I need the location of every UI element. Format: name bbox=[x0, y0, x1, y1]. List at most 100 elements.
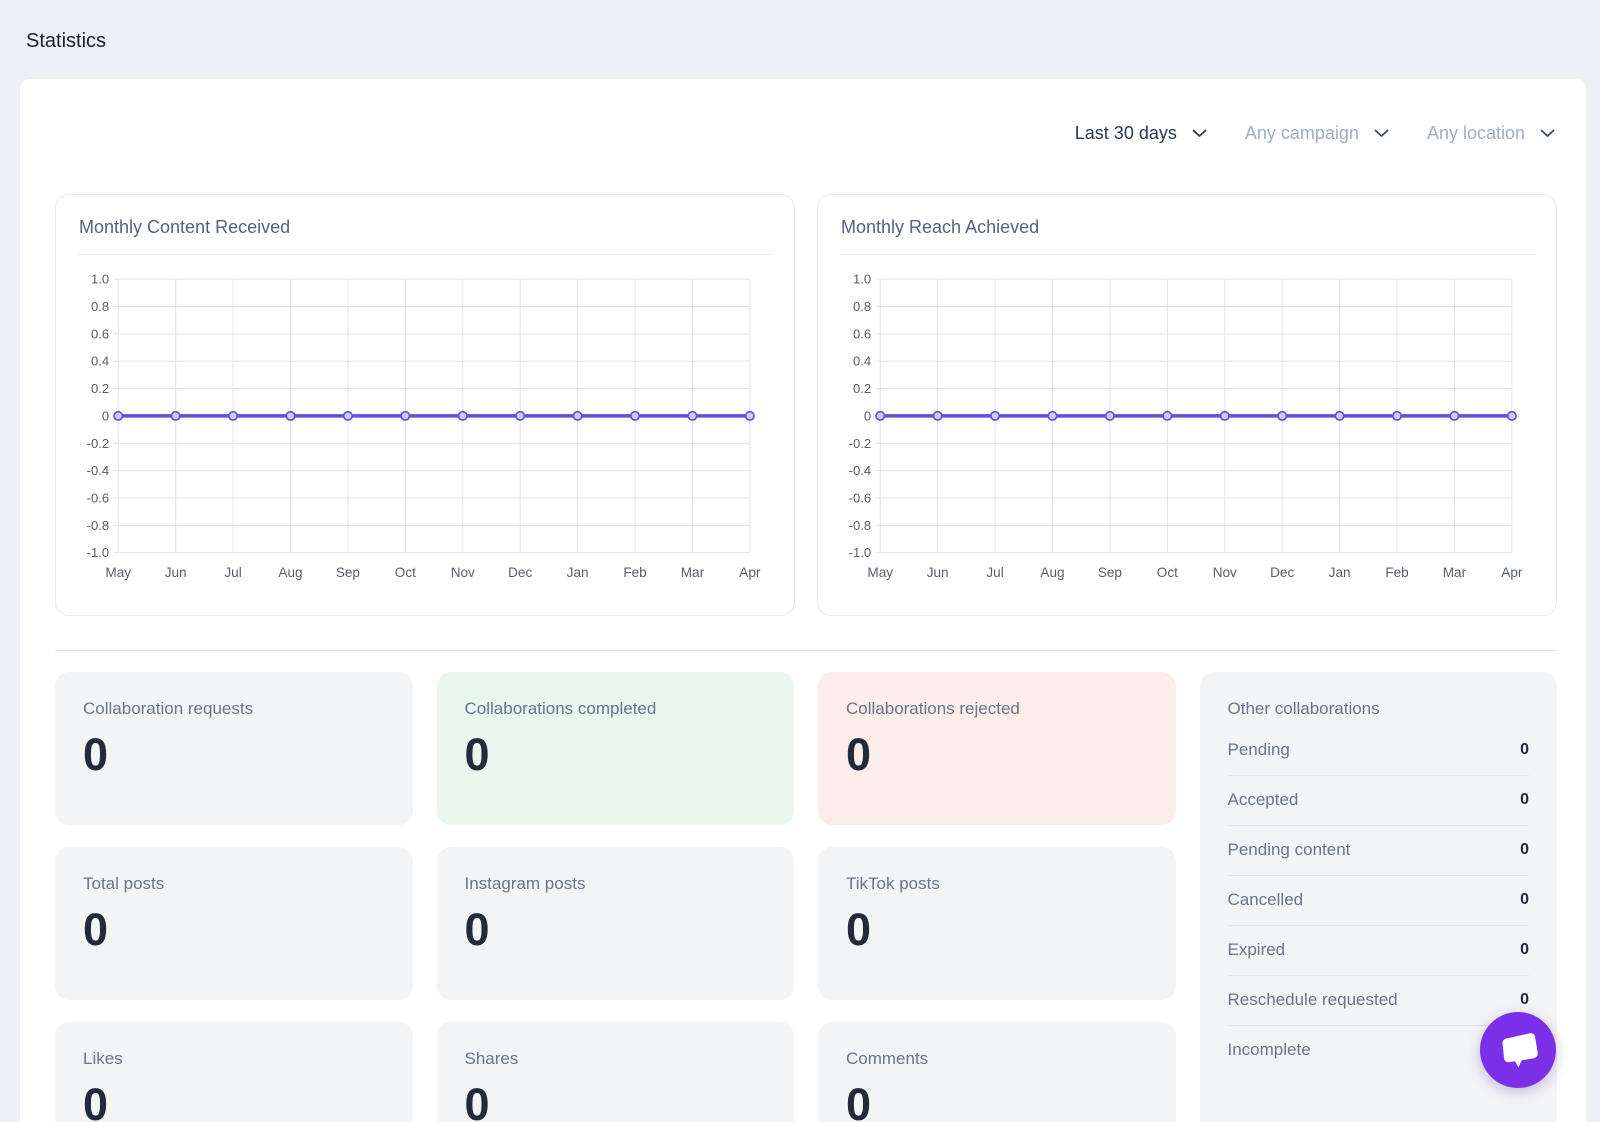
panel-row: Reschedule requested 0 bbox=[1227, 976, 1529, 1026]
stat-label: Instagram posts bbox=[464, 874, 586, 893]
svg-text:Feb: Feb bbox=[623, 565, 646, 580]
svg-text:Jun: Jun bbox=[927, 565, 949, 580]
svg-text:Nov: Nov bbox=[1213, 565, 1237, 580]
chat-bubble-icon bbox=[1497, 1030, 1539, 1070]
stat-label: Collaborations rejected bbox=[846, 699, 1020, 718]
chart-svg: 1.0 0.8 0.6 0.4 0.2 0 -0.2 -0.4 -0.6 -0.8 -1.0 May J… bbox=[849, 272, 1523, 580]
location-filter-dropdown[interactable]: Any location bbox=[1427, 123, 1555, 144]
svg-text:0: 0 bbox=[102, 408, 109, 423]
charts-row: Monthly Content Received 1.0 0.8 0.6 0.4 0.2… bbox=[55, 194, 1557, 616]
stat-card: Likes 0 bbox=[55, 1022, 413, 1122]
chat-button[interactable] bbox=[1480, 1012, 1556, 1088]
svg-text:Nov: Nov bbox=[451, 565, 475, 580]
panel-row: Pending 0 bbox=[1227, 726, 1529, 776]
svg-text:Jul: Jul bbox=[224, 565, 241, 580]
svg-text:-0.6: -0.6 bbox=[849, 490, 872, 505]
svg-text:Dec: Dec bbox=[1270, 565, 1294, 580]
stat-label: Collaborations completed bbox=[464, 699, 657, 718]
stat-card: Total posts 0 bbox=[55, 847, 413, 1000]
section-divider bbox=[55, 650, 1557, 651]
stat-card: Instagram posts 0 bbox=[436, 847, 794, 1000]
stat-card: Collaborations rejected 0 bbox=[818, 672, 1176, 825]
stat-value: 0 bbox=[83, 1079, 109, 1122]
panel-row-label: Incomplete bbox=[1227, 1040, 1311, 1059]
stat-value: 0 bbox=[83, 729, 109, 780]
svg-text:Sep: Sep bbox=[1098, 565, 1122, 580]
panel-row-value: 0 bbox=[1520, 941, 1529, 958]
panel-row-value: 0 bbox=[1520, 891, 1529, 908]
svg-text:May: May bbox=[867, 565, 893, 580]
svg-text:-0.4: -0.4 bbox=[849, 463, 872, 478]
svg-text:Feb: Feb bbox=[1385, 565, 1408, 580]
svg-text:-0.4: -0.4 bbox=[87, 463, 110, 478]
panel-row-label: Reschedule requested bbox=[1227, 990, 1398, 1009]
panel-row: Accepted 0 bbox=[1227, 776, 1529, 826]
panel-row: Expired 0 bbox=[1227, 926, 1529, 976]
svg-text:-1.0: -1.0 bbox=[849, 545, 872, 560]
panel-row: Cancelled 0 bbox=[1227, 876, 1529, 926]
stat-value: 0 bbox=[464, 729, 490, 780]
stat-label: Shares bbox=[464, 1049, 519, 1068]
stat-card: Comments 0 bbox=[818, 1022, 1176, 1122]
campaign-filter-dropdown[interactable]: Any campaign bbox=[1245, 123, 1389, 144]
svg-text:May: May bbox=[105, 565, 131, 580]
svg-text:0.2: 0.2 bbox=[853, 381, 871, 396]
svg-text:-0.2: -0.2 bbox=[849, 436, 872, 451]
svg-text:1.0: 1.0 bbox=[91, 272, 109, 287]
stat-value: 0 bbox=[846, 729, 872, 780]
panel-row: Pending content 0 bbox=[1227, 826, 1529, 876]
statistics-panel: Last 30 days Any campaign Any location M… bbox=[20, 79, 1586, 1122]
stat-card: Collaboration requests 0 bbox=[55, 672, 413, 825]
panel-row-value: 0 bbox=[1520, 741, 1529, 758]
svg-text:-0.6: -0.6 bbox=[87, 490, 110, 505]
svg-text:0.8: 0.8 bbox=[91, 299, 109, 314]
svg-text:-0.2: -0.2 bbox=[87, 436, 110, 451]
stat-card: Collaborations completed 0 bbox=[436, 672, 794, 825]
svg-text:Jan: Jan bbox=[567, 565, 589, 580]
panel-title: Other collaborations bbox=[1227, 699, 1380, 718]
svg-text:Sep: Sep bbox=[336, 565, 360, 580]
filters-bar: Last 30 days Any campaign Any location bbox=[55, 123, 1555, 144]
chart-title: Monthly Content Received bbox=[78, 217, 772, 255]
stat-value: 0 bbox=[846, 904, 872, 955]
svg-text:0.4: 0.4 bbox=[853, 354, 871, 369]
stat-value: 0 bbox=[83, 904, 109, 955]
panel-row-value: 0 bbox=[1520, 841, 1529, 858]
period-filter-dropdown[interactable]: Last 30 days bbox=[1075, 123, 1207, 144]
svg-text:Jun: Jun bbox=[165, 565, 187, 580]
svg-text:Aug: Aug bbox=[1040, 565, 1064, 580]
svg-text:Dec: Dec bbox=[508, 565, 532, 580]
chevron-down-icon bbox=[1374, 129, 1389, 138]
svg-text:Jan: Jan bbox=[1329, 565, 1351, 580]
stats-grid: Other collaborations Pending 0 Accepted … bbox=[55, 672, 1557, 1122]
chart-title: Monthly Reach Achieved bbox=[840, 217, 1534, 255]
stat-card: Shares 0 bbox=[436, 1022, 794, 1122]
chart-card-monthly-reach: Monthly Reach Achieved 1.0 0.8 0.6 0.4 0.2 0 -… bbox=[817, 194, 1557, 616]
svg-text:1.0: 1.0 bbox=[853, 272, 871, 287]
panel-row-label: Pending content bbox=[1227, 840, 1351, 859]
svg-text:Apr: Apr bbox=[739, 565, 761, 580]
panel-row-label: Accepted bbox=[1227, 790, 1299, 809]
svg-text:Mar: Mar bbox=[681, 565, 705, 580]
svg-text:Oct: Oct bbox=[1157, 565, 1178, 580]
stat-card: TikTok posts 0 bbox=[818, 847, 1176, 1000]
svg-text:Aug: Aug bbox=[278, 565, 302, 580]
panel-row-label: Expired bbox=[1227, 940, 1286, 959]
period-filter-label: Last 30 days bbox=[1074, 123, 1177, 143]
panel-row-value: 0 bbox=[1520, 991, 1529, 1008]
stat-label: Comments bbox=[846, 1049, 929, 1068]
svg-text:-0.8: -0.8 bbox=[849, 518, 872, 533]
svg-text:0.6: 0.6 bbox=[853, 326, 871, 341]
svg-text:0.8: 0.8 bbox=[853, 299, 871, 314]
stat-label: Total posts bbox=[83, 874, 165, 893]
svg-text:Jul: Jul bbox=[986, 565, 1003, 580]
stat-value: 0 bbox=[464, 904, 490, 955]
chevron-down-icon bbox=[1540, 129, 1555, 138]
panel-row-value: 0 bbox=[1520, 791, 1529, 808]
svg-text:Apr: Apr bbox=[1501, 565, 1523, 580]
page-title: Statistics bbox=[26, 30, 107, 52]
chart-svg: 1.0 0.8 0.6 0.4 0.2 0 -0.2 -0.4 -0.6 -0.8 -1.0 May J… bbox=[87, 272, 761, 580]
location-filter-label: Any location bbox=[1426, 123, 1525, 143]
panel-row-label: Pending bbox=[1227, 740, 1290, 759]
stat-label: Collaboration requests bbox=[83, 699, 254, 718]
